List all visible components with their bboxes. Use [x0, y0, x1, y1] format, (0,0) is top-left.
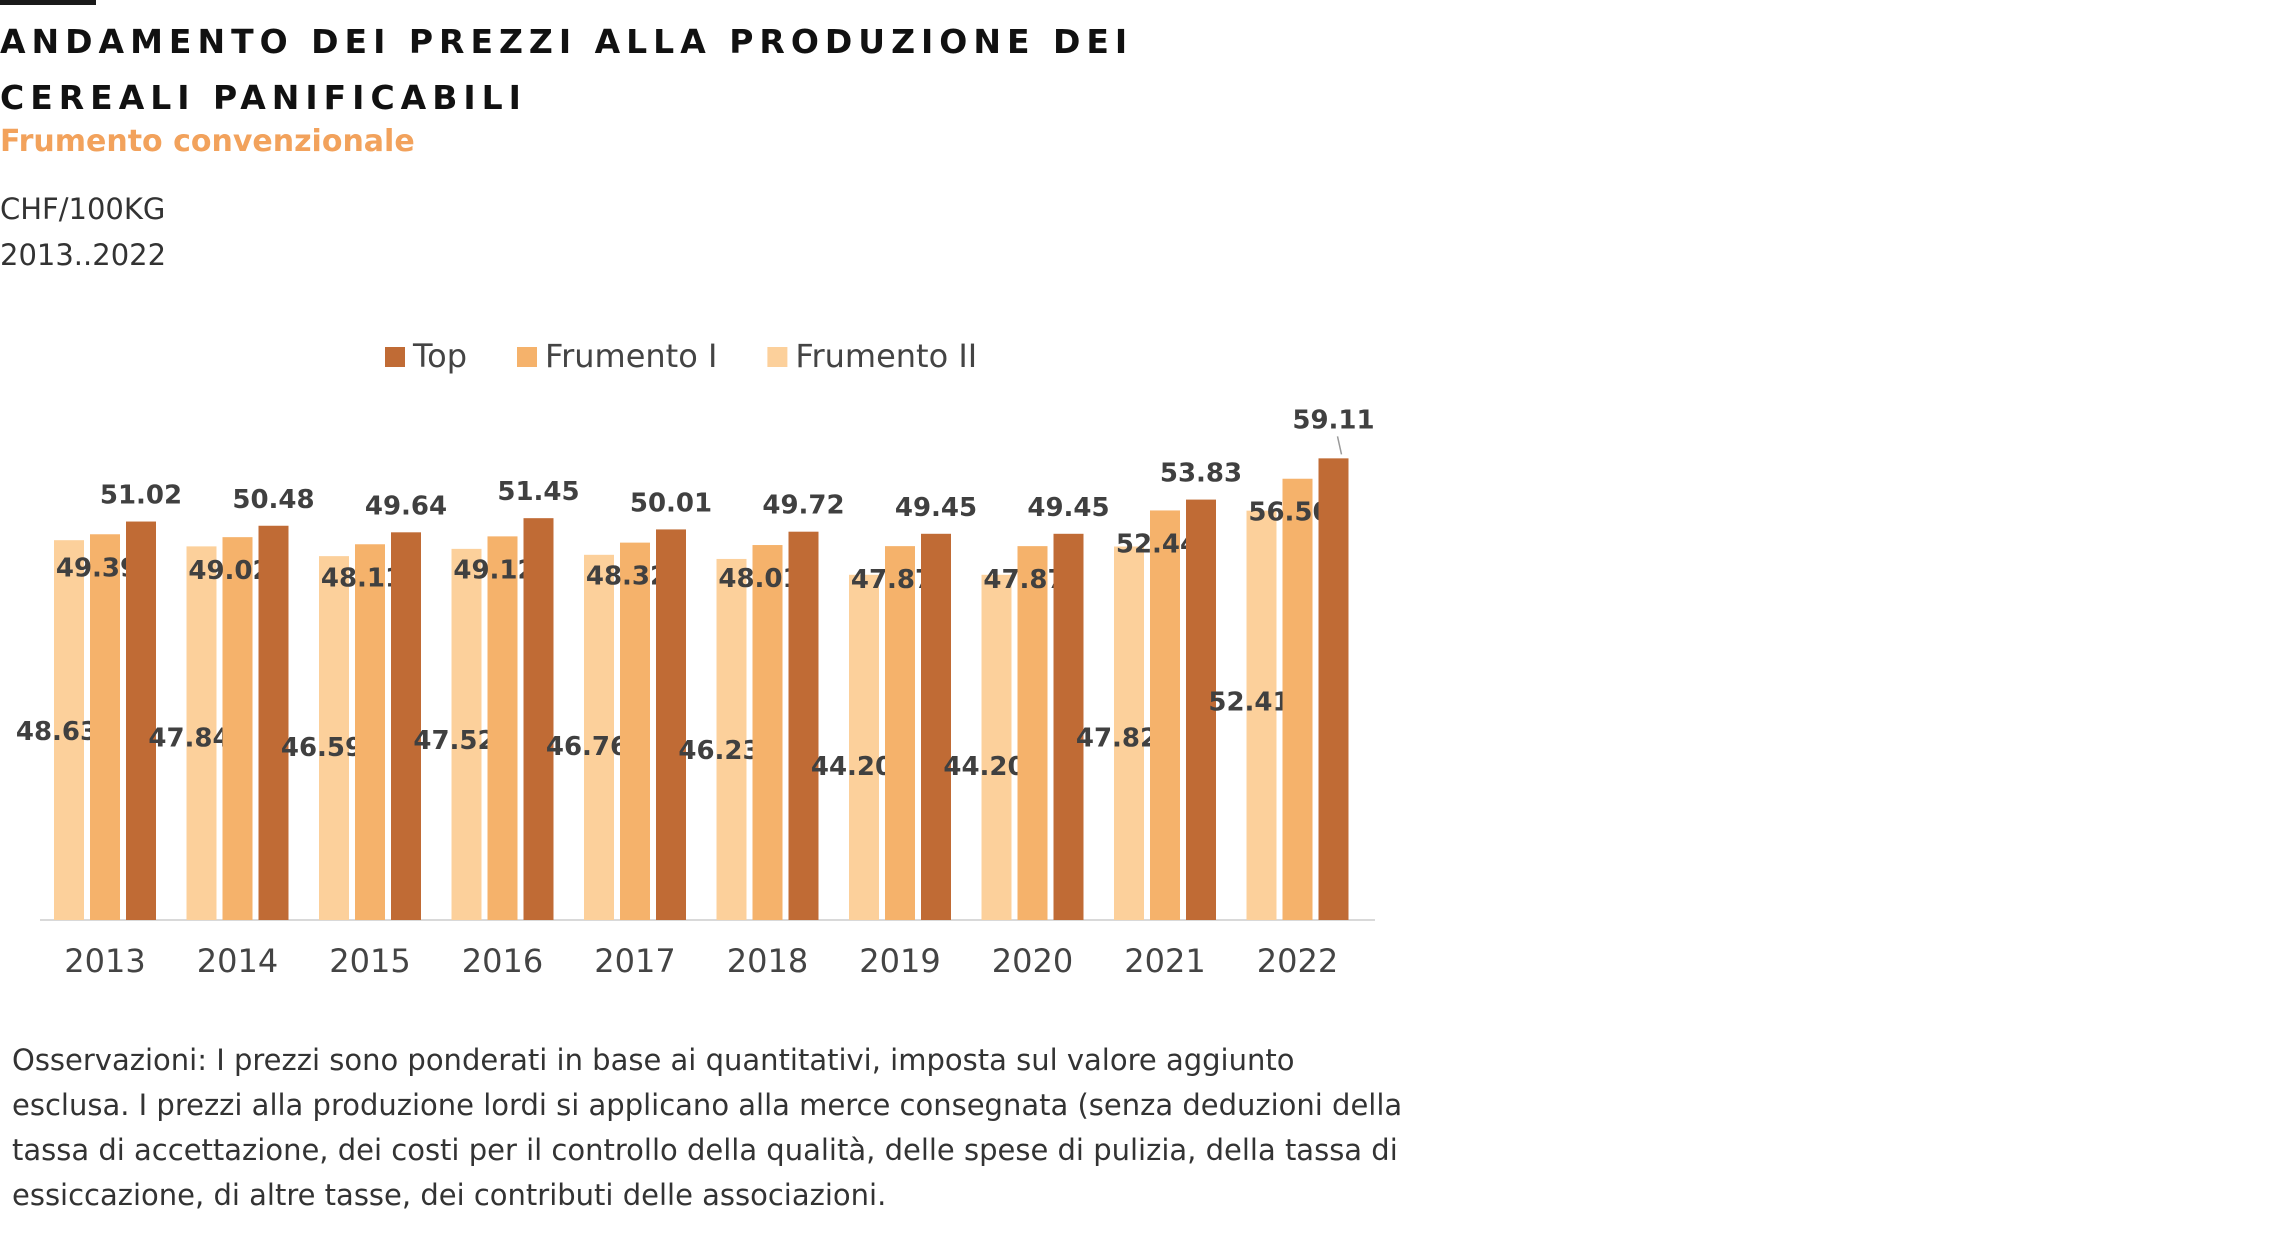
- x-tick-label-2017: 2017: [594, 942, 675, 980]
- value-label-frumento-ii-2017: 46.76: [546, 732, 628, 762]
- bar-top-2020: [1053, 533, 1084, 920]
- value-label-frumento-ii-2014: 47.84: [148, 723, 230, 753]
- value-label-frumento-ii-2021: 47.82: [1076, 724, 1158, 754]
- value-label-top-2016: 51.45: [497, 477, 579, 507]
- value-label-frumento-i-2019: 47.87: [851, 565, 933, 595]
- bar-frumento-i-2013: [90, 534, 120, 920]
- bar-frumento-ii-2016: [451, 548, 482, 920]
- bar-frumento-ii-2013: [54, 540, 84, 920]
- x-tick-label-2016: 2016: [462, 942, 543, 980]
- legend-swatch-top: [385, 347, 405, 367]
- value-label-frumento-ii-2016: 47.52: [413, 726, 495, 756]
- bar-top-2019: [921, 533, 951, 920]
- bar-frumento-ii-2014: [186, 546, 217, 920]
- value-label-top-2019: 49.45: [895, 493, 977, 523]
- value-label-frumento-ii-2022: 52.41: [1208, 688, 1290, 718]
- x-tick-label-2013: 2013: [64, 942, 145, 980]
- value-label-top-2014: 50.48: [232, 485, 314, 515]
- bar-frumento-ii-2019: [849, 574, 879, 920]
- title-rule: [0, 0, 96, 5]
- bar-top-2018: [788, 531, 819, 920]
- legend-label-frumento-ii: Frumento II: [795, 337, 977, 375]
- bar-chart: Top Frumento I Frumento II 48.63 49.39 51.02 2…: [16, 337, 1375, 980]
- x-tick-label-2022: 2022: [1257, 942, 1338, 980]
- x-tick-label-2019: 2019: [859, 942, 940, 980]
- x-tick-label-2015: 2015: [329, 942, 410, 980]
- bar-frumento-i-2014: [222, 537, 253, 920]
- value-label-frumento-i-2018: 48.01: [718, 564, 800, 594]
- value-label-frumento-i-2022: 56.50: [1248, 498, 1330, 528]
- value-label-frumento-ii-2018: 46.23: [678, 736, 760, 766]
- value-label-frumento-i-2014: 49.02: [188, 556, 270, 586]
- bar-frumento-ii-2021: [1114, 546, 1144, 920]
- bar-top-2014: [258, 525, 289, 920]
- bar-frumento-ii-2018: [716, 558, 747, 920]
- label-leader-line-2022: [1336, 436, 1343, 455]
- bar-top-2022: [1318, 458, 1349, 920]
- legend-label-frumento-i: Frumento I: [545, 337, 717, 375]
- value-label-top-2015: 49.64: [365, 491, 447, 521]
- value-label-frumento-i-2017: 48.32: [586, 562, 668, 592]
- x-tick-label-2020: 2020: [992, 942, 1073, 980]
- chart-title: ANDAMENTO DEI PREZZI ALLA PRODUZIONE DEI…: [0, 22, 1134, 117]
- x-tick-label-2021: 2021: [1124, 942, 1205, 980]
- bar-frumento-i-2015: [355, 544, 385, 920]
- x-tick-label-2014: 2014: [197, 942, 278, 980]
- x-tick-label-2018: 2018: [727, 942, 808, 980]
- value-label-frumento-ii-2020: 44.20: [943, 752, 1025, 782]
- value-label-frumento-i-2020: 47.87: [983, 565, 1065, 595]
- bar-frumento-i-2022: [1282, 478, 1313, 920]
- value-label-frumento-ii-2019: 44.20: [811, 752, 893, 782]
- bar-frumento-ii-2022: [1246, 510, 1277, 920]
- value-label-frumento-i-2015: 48.11: [321, 563, 403, 593]
- value-label-top-2017: 50.01: [630, 488, 712, 518]
- value-label-top-2018: 49.72: [762, 491, 844, 521]
- value-label-top-2021: 53.83: [1160, 459, 1242, 489]
- bar-frumento-ii-2015: [319, 556, 349, 920]
- value-label-top-2022: 59.11: [1292, 405, 1374, 435]
- bar-frumento-i-2020: [1017, 546, 1048, 920]
- bar-frumento-ii-2020: [981, 574, 1012, 920]
- value-label-frumento-ii-2013: 48.63: [16, 717, 98, 747]
- value-label-top-2013: 51.02: [100, 481, 182, 511]
- bar-frumento-i-2018: [752, 545, 783, 920]
- unit-label: CHF/100KG: [0, 192, 166, 226]
- legend-swatch-frumento-ii: [767, 347, 788, 367]
- bar-frumento-ii-2017: [584, 554, 614, 920]
- legend-swatch-frumento-i: [517, 347, 537, 367]
- chart-subtitle: Frumento convenzionale: [0, 124, 415, 159]
- value-label-frumento-i-2013: 49.39: [56, 553, 138, 583]
- value-label-frumento-i-2016: 49.12: [453, 555, 535, 585]
- bar-top-2016: [523, 518, 554, 920]
- bar-frumento-i-2016: [487, 536, 518, 920]
- value-label-frumento-i-2021: 52.44: [1116, 529, 1198, 559]
- bar-frumento-i-2019: [885, 546, 915, 920]
- value-label-frumento-ii-2015: 46.59: [281, 733, 363, 763]
- value-label-top-2020: 49.45: [1027, 493, 1109, 523]
- legend-label-top: Top: [412, 337, 467, 375]
- bar-top-2021: [1186, 499, 1216, 920]
- bar-frumento-i-2017: [620, 542, 650, 920]
- observations-note: Osservazioni: I prezzi sono ponderati in…: [12, 1043, 1403, 1212]
- bar-top-2015: [391, 532, 421, 920]
- bar-frumento-i-2021: [1150, 510, 1180, 920]
- period-label: 2013..2022: [0, 238, 167, 272]
- bar-top-2013: [126, 521, 156, 920]
- bar-top-2017: [656, 529, 686, 920]
